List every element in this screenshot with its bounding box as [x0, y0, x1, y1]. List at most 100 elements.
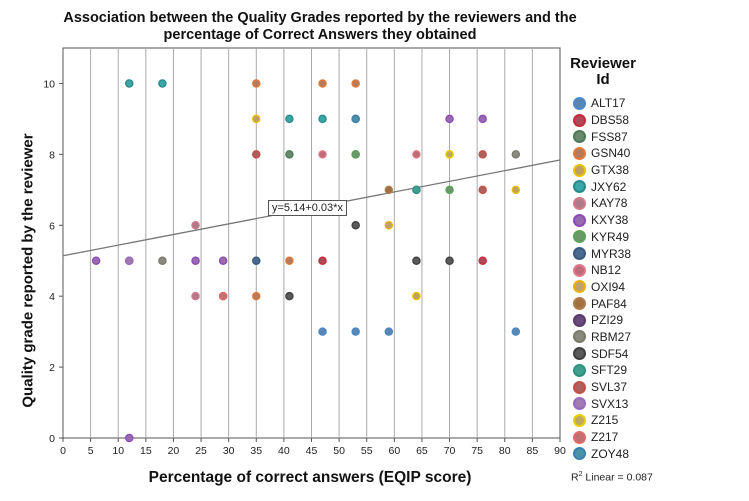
- data-point-kay78: [191, 221, 200, 230]
- legend-item-pzi29: PZI29: [573, 312, 631, 329]
- data-point-gsn40: [285, 256, 294, 265]
- data-point-gtx38: [252, 114, 261, 124]
- data-point-gsn40: [252, 291, 261, 301]
- data-point-svl37: [252, 150, 261, 159]
- legend-swatch: [573, 413, 586, 427]
- legend-label: Z215: [591, 413, 619, 428]
- legend-swatch: [573, 397, 586, 411]
- data-point-jxy62: [285, 114, 294, 124]
- data-point-rbm27: [158, 256, 167, 265]
- legend-item-zoy48: ZOY48: [573, 445, 631, 462]
- data-point-alt17: [384, 327, 394, 336]
- legend-swatch: [573, 146, 586, 160]
- legend-label: PAF84: [591, 296, 627, 311]
- data-point-z217: [218, 291, 228, 301]
- y-tick-label: 4: [49, 291, 55, 303]
- chart-title-line1: Association between the Quality Grades r…: [63, 10, 577, 26]
- x-tick-label: 40: [278, 445, 290, 457]
- legend-item-sdf54: SDF54: [573, 345, 631, 362]
- legend-item-z215: Z215: [573, 412, 631, 429]
- legend-item-gtx38: GTX38: [573, 162, 631, 179]
- data-point-kyr49: [445, 185, 454, 195]
- legend-label: KAY78: [591, 196, 628, 211]
- data-point-kxy38: [125, 433, 134, 443]
- data-point-alt17: [511, 327, 521, 336]
- x-tick-label: 75: [471, 445, 483, 457]
- legend-label: SDF54: [591, 346, 629, 361]
- data-point-dbs58: [478, 256, 487, 265]
- data-point-gsn40: [318, 79, 327, 88]
- legend-label: KYR49: [591, 229, 630, 244]
- legend-swatch: [573, 380, 586, 394]
- x-tick-label: 80: [499, 445, 511, 457]
- data-point-kxy38: [445, 114, 454, 124]
- data-point-jxy62: [125, 79, 134, 88]
- legend-item-sft29: SFT29: [573, 362, 631, 379]
- legend-swatch: [573, 430, 586, 444]
- data-point-fss87: [285, 150, 294, 159]
- data-point-alt17: [351, 327, 360, 336]
- data-point-kxy38: [218, 256, 228, 265]
- legend-label: JXY62: [591, 179, 627, 194]
- data-point-myr38: [252, 256, 261, 265]
- legend-label: FSS87: [591, 129, 628, 144]
- legend-label: SFT29: [591, 363, 628, 378]
- legend-label: DBS58: [591, 113, 630, 128]
- data-point-svx13: [125, 256, 134, 265]
- legend-item-fss87: FSS87: [573, 128, 631, 145]
- legend-swatch: [573, 280, 586, 294]
- legend-title-line2: Id: [596, 71, 610, 88]
- legend-item-oxi94: OXI94: [573, 279, 631, 296]
- legend-item-alt17: ALT17: [573, 95, 631, 112]
- x-tick-label: 65: [416, 445, 428, 457]
- legend-swatch: [573, 180, 586, 194]
- data-point-sdf54: [412, 256, 421, 265]
- x-tick-label: 85: [527, 445, 539, 457]
- legend-label: PZI29: [591, 313, 624, 328]
- x-tick-label: 55: [361, 445, 373, 457]
- x-tick-label: 20: [168, 445, 180, 457]
- legend-item-myr38: MYR38: [573, 245, 631, 262]
- data-point-gsn40: [351, 79, 360, 88]
- legend-label: RBM27: [591, 329, 632, 344]
- legend-label: ALT17: [591, 96, 626, 111]
- data-point-kyr49: [351, 150, 360, 159]
- x-tick-label: 15: [140, 445, 152, 457]
- legend-swatch: [573, 247, 586, 261]
- legend-item-kyr49: KYR49: [573, 229, 631, 246]
- legend-item-svx13: SVX13: [573, 395, 631, 412]
- data-point-kay78: [191, 291, 200, 301]
- x-tick-label: 35: [250, 445, 262, 457]
- data-point-rbm27: [511, 150, 521, 159]
- legend-title-line1: Reviewer: [570, 55, 636, 72]
- legend-item-kxy38: KXY38: [573, 212, 631, 229]
- x-tick-label: 10: [112, 445, 124, 457]
- r-squared-label: R2 Linear = 0.087: [571, 471, 653, 484]
- x-tick-label: 25: [195, 445, 207, 457]
- data-point-alt17: [318, 327, 327, 336]
- legend-swatch: [573, 330, 586, 344]
- data-point-nb12: [412, 150, 421, 159]
- data-point-kxy38: [478, 114, 487, 124]
- legend: ALT17 DBS58 FSS87 GSN40 GTX38 JXY62 KAY78 KXY38…: [573, 95, 631, 462]
- legend-label: NB12: [591, 263, 622, 278]
- data-point-kxy38: [91, 256, 101, 265]
- legend-swatch: [573, 363, 586, 377]
- data-point-svl37: [478, 185, 487, 195]
- data-point-sdf54: [445, 256, 454, 265]
- data-point-sdf54: [285, 291, 294, 301]
- x-tick-label: 30: [223, 445, 235, 457]
- legend-swatch: [573, 447, 586, 461]
- legend-swatch: [573, 130, 586, 144]
- x-tick-label: 45: [306, 445, 318, 457]
- r2-value: Linear = 0.087: [585, 471, 653, 484]
- data-point-svl37: [478, 150, 487, 159]
- legend-swatch: [573, 230, 586, 244]
- data-point-jxy62: [318, 114, 327, 124]
- legend-swatch: [573, 96, 586, 110]
- legend-label: ZOY48: [591, 446, 630, 461]
- data-point-oxi94: [384, 221, 394, 230]
- legend-item-kay78: KAY78: [573, 195, 631, 212]
- y-tick-label: 6: [49, 220, 55, 232]
